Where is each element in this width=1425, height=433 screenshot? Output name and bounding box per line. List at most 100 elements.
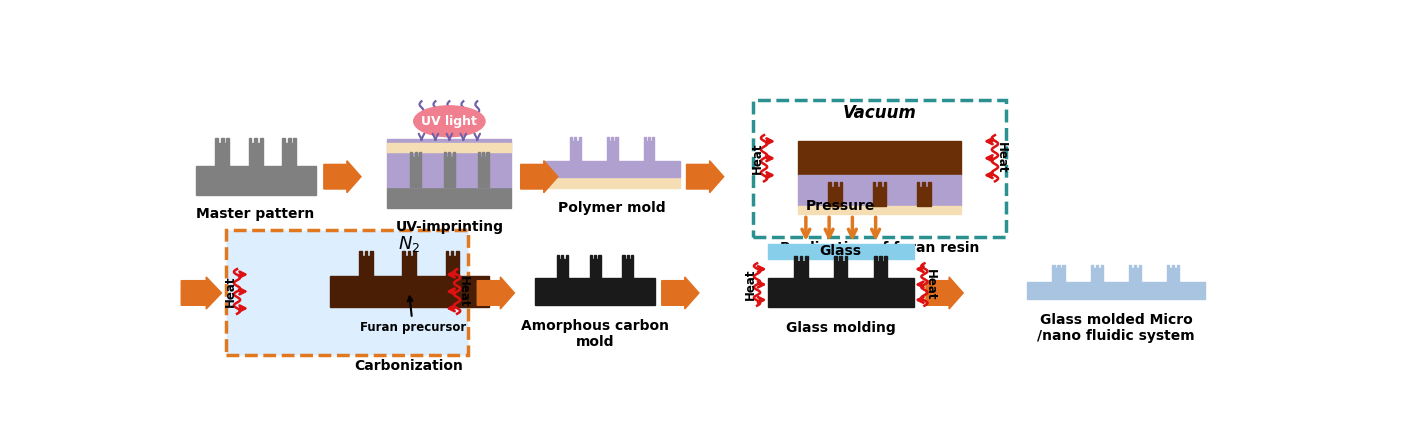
- FancyBboxPatch shape: [1134, 265, 1136, 268]
- FancyBboxPatch shape: [879, 256, 882, 261]
- FancyBboxPatch shape: [408, 252, 410, 256]
- FancyBboxPatch shape: [456, 252, 459, 256]
- FancyBboxPatch shape: [828, 187, 842, 206]
- FancyBboxPatch shape: [445, 158, 455, 187]
- FancyBboxPatch shape: [916, 187, 931, 206]
- FancyBboxPatch shape: [282, 138, 285, 143]
- FancyBboxPatch shape: [1057, 265, 1060, 268]
- FancyBboxPatch shape: [1171, 265, 1174, 268]
- FancyBboxPatch shape: [874, 261, 886, 278]
- FancyArrow shape: [477, 277, 514, 309]
- FancyBboxPatch shape: [415, 152, 416, 158]
- FancyBboxPatch shape: [1167, 265, 1170, 268]
- FancyBboxPatch shape: [916, 182, 919, 187]
- FancyBboxPatch shape: [872, 187, 886, 206]
- Text: Vacuum: Vacuum: [842, 104, 916, 122]
- Text: Replication of furan resin: Replication of furan resin: [779, 241, 979, 255]
- FancyBboxPatch shape: [623, 255, 624, 259]
- FancyBboxPatch shape: [477, 152, 480, 158]
- FancyBboxPatch shape: [446, 256, 459, 276]
- FancyBboxPatch shape: [834, 256, 836, 261]
- FancyBboxPatch shape: [839, 256, 842, 261]
- FancyBboxPatch shape: [534, 278, 656, 305]
- FancyBboxPatch shape: [482, 152, 485, 158]
- FancyBboxPatch shape: [828, 182, 831, 187]
- FancyBboxPatch shape: [1177, 265, 1180, 268]
- FancyBboxPatch shape: [1090, 268, 1103, 282]
- FancyBboxPatch shape: [446, 252, 447, 256]
- FancyBboxPatch shape: [453, 152, 455, 158]
- FancyBboxPatch shape: [845, 256, 848, 261]
- FancyBboxPatch shape: [544, 178, 680, 188]
- Text: Heat: Heat: [457, 276, 470, 307]
- FancyBboxPatch shape: [370, 252, 373, 256]
- FancyBboxPatch shape: [598, 255, 600, 259]
- FancyBboxPatch shape: [1027, 282, 1206, 299]
- FancyBboxPatch shape: [570, 141, 581, 161]
- FancyBboxPatch shape: [227, 230, 467, 355]
- FancyBboxPatch shape: [288, 138, 291, 143]
- FancyBboxPatch shape: [544, 161, 680, 178]
- Text: UV light: UV light: [422, 115, 477, 128]
- FancyBboxPatch shape: [557, 259, 567, 278]
- FancyBboxPatch shape: [1100, 265, 1103, 268]
- FancyBboxPatch shape: [644, 137, 646, 141]
- FancyArrow shape: [181, 277, 221, 309]
- FancyBboxPatch shape: [834, 182, 836, 187]
- FancyBboxPatch shape: [799, 256, 802, 261]
- FancyBboxPatch shape: [590, 259, 600, 278]
- FancyBboxPatch shape: [388, 139, 512, 187]
- FancyBboxPatch shape: [1096, 265, 1099, 268]
- Text: Heat: Heat: [751, 142, 764, 174]
- FancyArrow shape: [926, 277, 963, 309]
- FancyBboxPatch shape: [419, 152, 422, 158]
- FancyBboxPatch shape: [574, 137, 576, 141]
- FancyBboxPatch shape: [798, 206, 960, 213]
- FancyBboxPatch shape: [928, 182, 931, 187]
- FancyBboxPatch shape: [570, 137, 571, 141]
- FancyBboxPatch shape: [1129, 265, 1131, 268]
- FancyArrow shape: [687, 161, 724, 193]
- Text: Heat: Heat: [925, 269, 938, 300]
- FancyBboxPatch shape: [1053, 265, 1054, 268]
- FancyBboxPatch shape: [248, 143, 262, 166]
- FancyBboxPatch shape: [477, 158, 489, 187]
- Text: UV-imprinting: UV-imprinting: [395, 220, 503, 234]
- FancyBboxPatch shape: [221, 138, 224, 143]
- FancyArrow shape: [520, 161, 557, 193]
- Text: Master pattern: Master pattern: [197, 207, 315, 221]
- FancyBboxPatch shape: [215, 143, 229, 166]
- FancyArrow shape: [323, 161, 361, 193]
- FancyBboxPatch shape: [282, 143, 296, 166]
- FancyBboxPatch shape: [410, 152, 412, 158]
- FancyBboxPatch shape: [1129, 268, 1141, 282]
- FancyBboxPatch shape: [259, 138, 262, 143]
- Text: Carbonization: Carbonization: [355, 359, 463, 373]
- FancyBboxPatch shape: [885, 256, 886, 261]
- FancyBboxPatch shape: [653, 137, 654, 141]
- FancyArrow shape: [661, 277, 698, 309]
- FancyBboxPatch shape: [195, 166, 316, 195]
- FancyBboxPatch shape: [254, 138, 256, 143]
- FancyBboxPatch shape: [607, 137, 608, 141]
- FancyBboxPatch shape: [590, 255, 591, 259]
- FancyBboxPatch shape: [402, 256, 416, 276]
- FancyBboxPatch shape: [648, 137, 650, 141]
- FancyBboxPatch shape: [798, 141, 960, 175]
- FancyBboxPatch shape: [388, 187, 512, 208]
- FancyBboxPatch shape: [486, 152, 489, 158]
- FancyBboxPatch shape: [1139, 265, 1141, 268]
- FancyBboxPatch shape: [1167, 268, 1180, 282]
- FancyBboxPatch shape: [884, 182, 886, 187]
- Text: $N_2$: $N_2$: [398, 234, 420, 255]
- FancyBboxPatch shape: [627, 255, 628, 259]
- Text: Amorphous carbon
mold: Amorphous carbon mold: [522, 319, 670, 349]
- FancyBboxPatch shape: [754, 100, 1006, 237]
- FancyBboxPatch shape: [594, 255, 596, 259]
- FancyBboxPatch shape: [215, 138, 218, 143]
- FancyBboxPatch shape: [607, 141, 617, 161]
- FancyBboxPatch shape: [227, 138, 229, 143]
- FancyBboxPatch shape: [579, 137, 581, 141]
- Text: Furan precursor: Furan precursor: [361, 297, 466, 334]
- FancyBboxPatch shape: [449, 152, 450, 158]
